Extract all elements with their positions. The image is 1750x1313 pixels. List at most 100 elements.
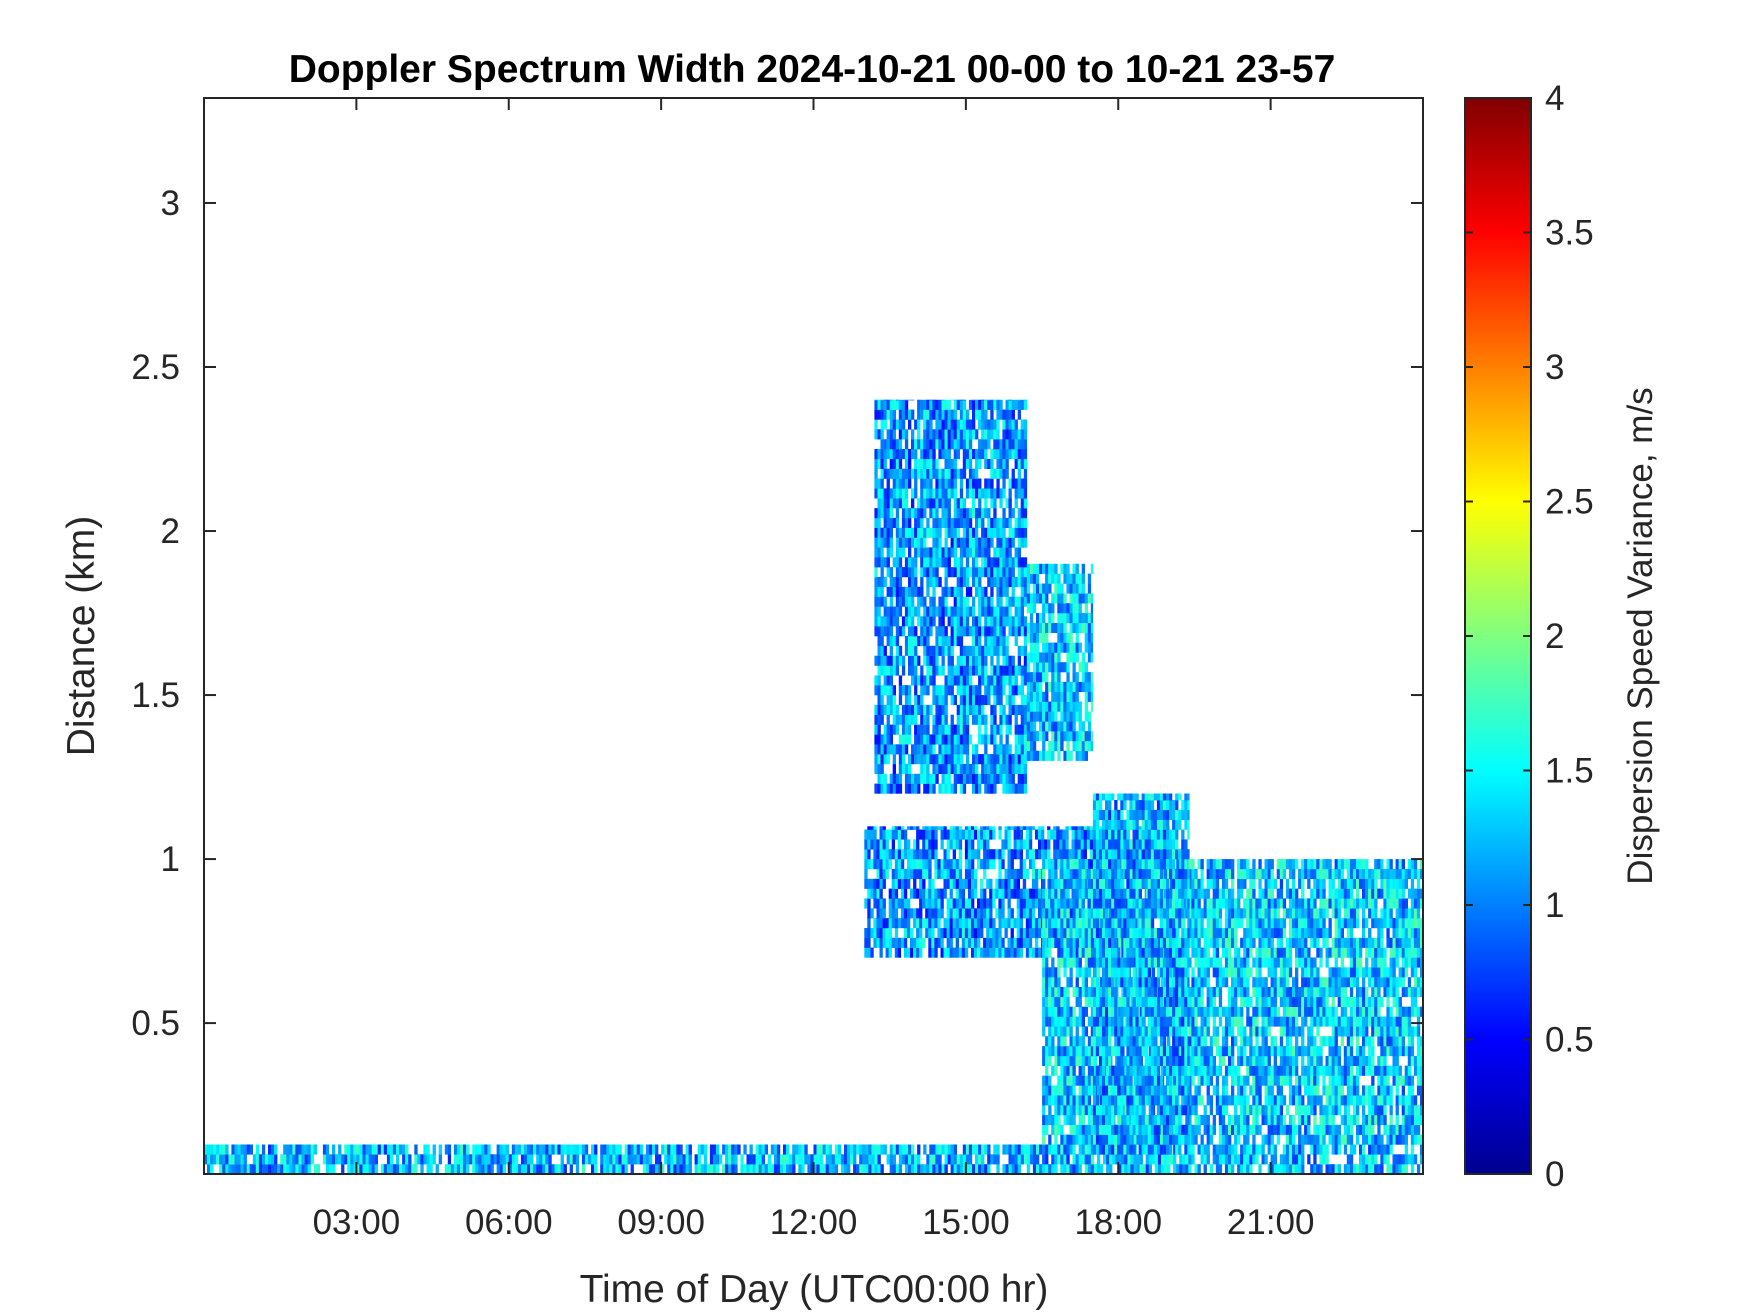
heatmap-cell bbox=[1036, 573, 1040, 584]
heatmap-cell bbox=[1048, 741, 1052, 752]
heatmap-cell bbox=[661, 1164, 665, 1175]
heatmap-cell bbox=[944, 714, 948, 725]
heatmap-cell bbox=[1090, 701, 1094, 712]
heatmap-cell bbox=[978, 734, 982, 745]
heatmap-cell bbox=[877, 458, 881, 469]
heatmap-cell bbox=[630, 1154, 634, 1165]
heatmap-cell bbox=[1087, 672, 1092, 683]
heatmap-cell bbox=[892, 468, 896, 479]
heatmap-cell bbox=[1057, 918, 1061, 929]
heatmap-cell bbox=[955, 937, 959, 948]
heatmap-cell bbox=[1066, 672, 1070, 683]
heatmap-cell bbox=[1121, 1164, 1125, 1175]
heatmap-cell bbox=[925, 918, 929, 929]
heatmap-cell bbox=[1032, 1154, 1037, 1165]
heatmap-cell bbox=[938, 734, 942, 745]
heatmap-cell bbox=[1133, 1164, 1137, 1175]
heatmap-cell bbox=[1066, 613, 1070, 624]
heatmap-cell bbox=[908, 419, 912, 430]
heatmap-cell bbox=[901, 665, 906, 676]
heatmap-cell bbox=[1041, 826, 1045, 830]
heatmap-cell bbox=[981, 399, 985, 410]
heatmap-cell bbox=[972, 449, 976, 460]
heatmap-cell bbox=[344, 1154, 348, 1165]
heatmap-cell bbox=[964, 947, 969, 958]
heatmap-cell bbox=[947, 636, 951, 647]
heatmap-cell bbox=[1054, 672, 1058, 683]
heatmap-cell bbox=[310, 1154, 314, 1165]
heatmap-cell bbox=[1011, 685, 1015, 696]
heatmap-cell bbox=[743, 1164, 747, 1175]
heatmap-cell bbox=[1066, 1026, 1070, 1037]
heatmap-cell bbox=[926, 606, 930, 617]
heatmap-cell bbox=[1029, 691, 1034, 702]
heatmap-cell bbox=[658, 1154, 662, 1165]
heatmap-cell bbox=[1075, 1134, 1079, 1145]
heatmap-cell bbox=[828, 1154, 832, 1165]
heatmap-cell bbox=[959, 763, 964, 774]
heatmap-cell bbox=[999, 744, 1003, 755]
heatmap-cell bbox=[920, 468, 924, 479]
heatmap-cell bbox=[895, 577, 900, 588]
heatmap-cell bbox=[1054, 977, 1058, 988]
heatmap-cell bbox=[1075, 731, 1079, 742]
heatmap-cell bbox=[856, 1144, 860, 1155]
heatmap-cell bbox=[926, 517, 930, 528]
heatmap-cell bbox=[1166, 849, 1170, 860]
heatmap-cell bbox=[941, 606, 945, 617]
heatmap-cell bbox=[411, 1164, 415, 1175]
heatmap-cell bbox=[916, 947, 920, 958]
heatmap-cell bbox=[1045, 898, 1049, 909]
heatmap-cell bbox=[1313, 1144, 1317, 1155]
heatmap-cell bbox=[591, 1144, 595, 1155]
heatmap-cell bbox=[950, 488, 954, 499]
heatmap-cell bbox=[874, 596, 878, 607]
heatmap-cell bbox=[980, 928, 984, 939]
heatmap-cell bbox=[1020, 1154, 1024, 1165]
heatmap-cell bbox=[496, 1154, 500, 1165]
heatmap-cell bbox=[1014, 1144, 1018, 1155]
heatmap-cell bbox=[989, 826, 993, 830]
heatmap-cell bbox=[967, 928, 972, 939]
heatmap-cell bbox=[916, 859, 920, 870]
heatmap-cell bbox=[639, 1154, 644, 1165]
heatmap-cell bbox=[880, 577, 884, 588]
heatmap-cell bbox=[898, 586, 903, 597]
heatmap-cell bbox=[873, 829, 877, 840]
heatmap-cell bbox=[1063, 1006, 1067, 1017]
heatmap-cell bbox=[914, 449, 918, 460]
heatmap-cell bbox=[998, 918, 1002, 929]
heatmap-cell bbox=[1025, 888, 1030, 899]
heatmap-cell bbox=[987, 734, 991, 745]
heatmap-cell bbox=[700, 1164, 704, 1175]
heatmap-cell bbox=[1051, 652, 1055, 663]
heatmap-cell bbox=[283, 1144, 287, 1155]
heatmap-cell bbox=[1087, 593, 1092, 604]
heatmap-cell bbox=[874, 557, 878, 568]
heatmap-cell bbox=[996, 1144, 1000, 1155]
heatmap-cell bbox=[895, 636, 900, 647]
heatmap-cell bbox=[1069, 632, 1073, 643]
heatmap-cell bbox=[877, 399, 881, 401]
heatmap-cell bbox=[929, 1164, 933, 1175]
heatmap-cell bbox=[883, 596, 887, 607]
heatmap-cell bbox=[1106, 1065, 1110, 1076]
heatmap-cell bbox=[880, 783, 884, 794]
heatmap-cell bbox=[989, 918, 993, 929]
heatmap-cell bbox=[1072, 741, 1076, 752]
heatmap-cell bbox=[1038, 826, 1042, 830]
heatmap-cell bbox=[618, 1164, 622, 1175]
heatmap-cell bbox=[1048, 1055, 1052, 1066]
heatmap-cell bbox=[961, 928, 966, 939]
heatmap-cell bbox=[956, 714, 960, 725]
heatmap-cell bbox=[1090, 996, 1095, 1007]
heatmap-cell bbox=[917, 1164, 921, 1175]
heatmap-cell bbox=[1060, 1006, 1064, 1017]
heatmap-cell bbox=[874, 1144, 878, 1155]
heatmap-cell bbox=[928, 839, 932, 850]
heatmap-cell bbox=[1045, 731, 1049, 742]
heatmap-cell bbox=[901, 409, 906, 420]
heatmap-cell bbox=[1156, 849, 1161, 860]
heatmap-cell bbox=[396, 1164, 400, 1175]
heatmap-cell bbox=[1081, 1046, 1085, 1057]
